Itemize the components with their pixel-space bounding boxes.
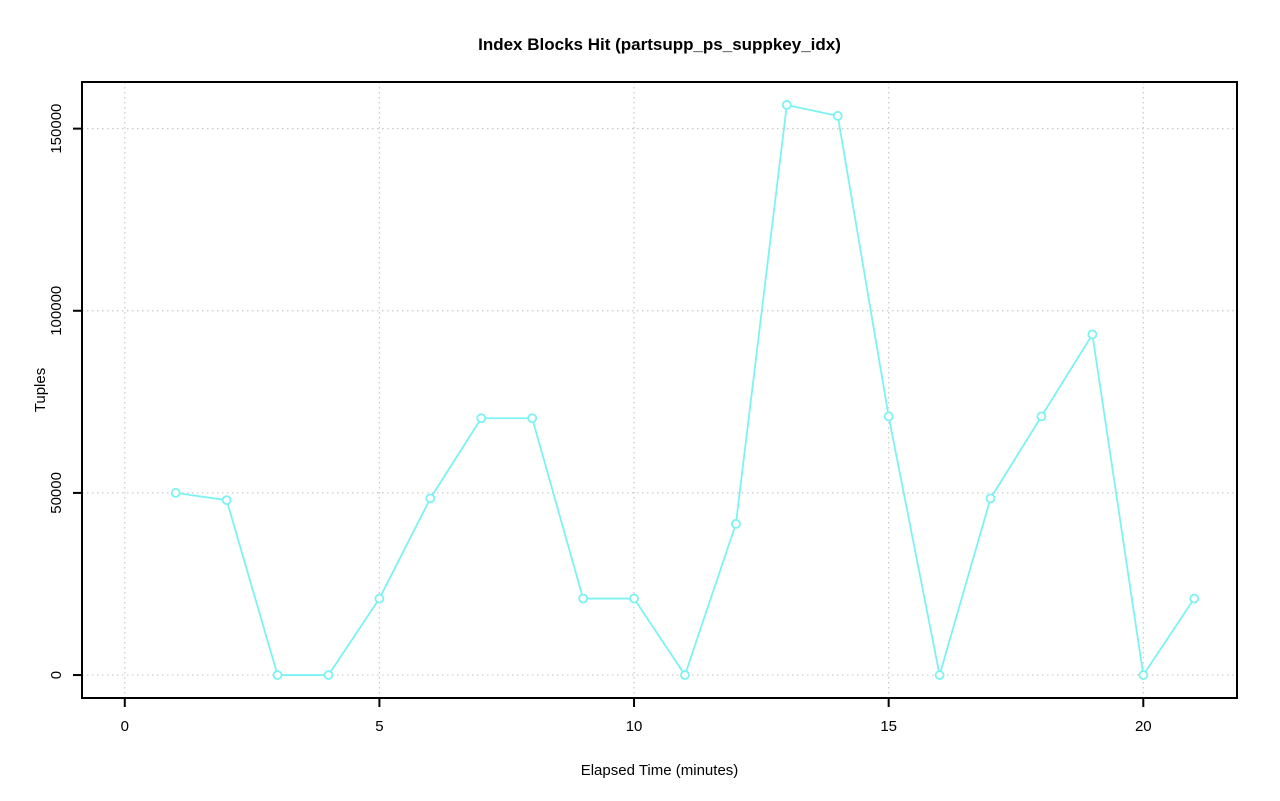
chart-title: Index Blocks Hit (partsupp_ps_suppkey_id… <box>478 35 841 54</box>
plot-box <box>81 81 1238 699</box>
data-point <box>832 110 843 121</box>
data-point <box>680 670 690 680</box>
data-point <box>425 493 436 504</box>
data-point <box>1189 593 1200 604</box>
data-point <box>1138 670 1149 680</box>
data-point <box>323 670 334 680</box>
data-point <box>221 495 232 506</box>
data-point <box>883 411 894 422</box>
data-point <box>730 518 741 529</box>
data-point <box>170 488 181 498</box>
data-point <box>272 670 283 680</box>
data-point <box>934 670 945 680</box>
data-point <box>985 493 996 504</box>
y-tick-label: 100000 <box>48 286 65 336</box>
x-tick-label: 0 <box>121 718 129 735</box>
data-point <box>578 593 589 604</box>
data-point <box>1036 411 1047 422</box>
x-tick-label: 5 <box>375 718 383 735</box>
y-tick-label: 0 <box>48 671 65 679</box>
x-tick-label: 20 <box>1135 718 1152 735</box>
y-tick-label: 50000 <box>48 472 65 514</box>
data-series <box>170 100 1200 680</box>
data-point <box>374 593 385 604</box>
x-axis-label: Elapsed Time (minutes) <box>581 762 739 779</box>
data-point <box>527 413 538 424</box>
data-point <box>1087 329 1098 340</box>
data-point <box>781 100 792 110</box>
y-tick-label: 150000 <box>48 104 65 154</box>
axes: 0 5 10 15 20 0 50000 100000 150000 <box>48 81 1238 735</box>
x-tick-label: 15 <box>880 718 897 735</box>
data-point <box>476 413 487 424</box>
series-line <box>174 104 1196 676</box>
x-tick-label: 10 <box>626 718 643 735</box>
data-point <box>629 593 639 604</box>
gridlines <box>82 82 1237 698</box>
y-axis-label: Tuples <box>32 368 49 412</box>
